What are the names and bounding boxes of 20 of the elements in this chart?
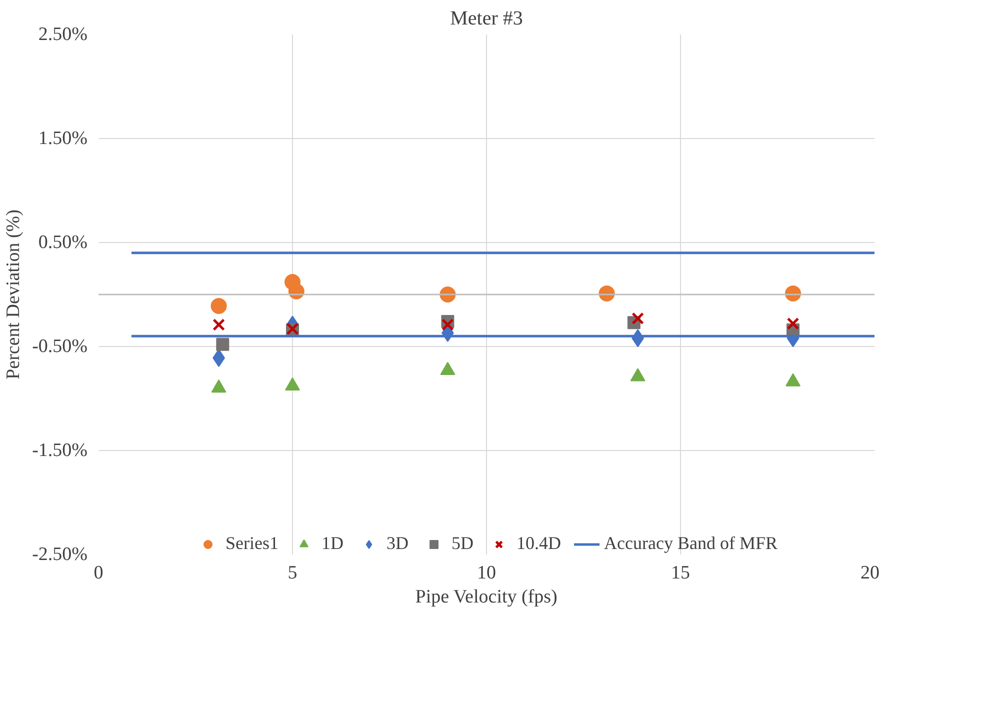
legend-label: Series1: [226, 533, 279, 554]
x-tick-label: 10: [477, 562, 496, 584]
legend-label: 3D: [386, 533, 409, 554]
x-axis-title: Pipe Velocity (fps): [415, 586, 558, 608]
y-tick-label: -2.50%: [32, 544, 88, 565]
x-tick-label: 15: [671, 562, 690, 584]
chart-title: Meter #3: [450, 8, 523, 30]
x-tick-label: 20: [860, 562, 880, 584]
legend-label: 1D: [322, 533, 344, 554]
y-tick-label: 1.50%: [38, 128, 88, 149]
y-tick-label: -1.50%: [32, 440, 88, 461]
legend-label: 5D: [452, 533, 474, 554]
y-tick-label: 0.50%: [38, 232, 88, 253]
y-axis-title: Percent Deviation (%): [3, 210, 24, 380]
x-tick-label: 5: [288, 562, 298, 584]
legend-label: Accuracy Band of MFR: [604, 533, 778, 554]
x-tick-label: 0: [94, 562, 104, 584]
y-tick-label: -0.50%: [32, 336, 88, 357]
legend-label: 10.4D: [516, 533, 562, 554]
y-tick-label: 2.50%: [38, 24, 88, 45]
